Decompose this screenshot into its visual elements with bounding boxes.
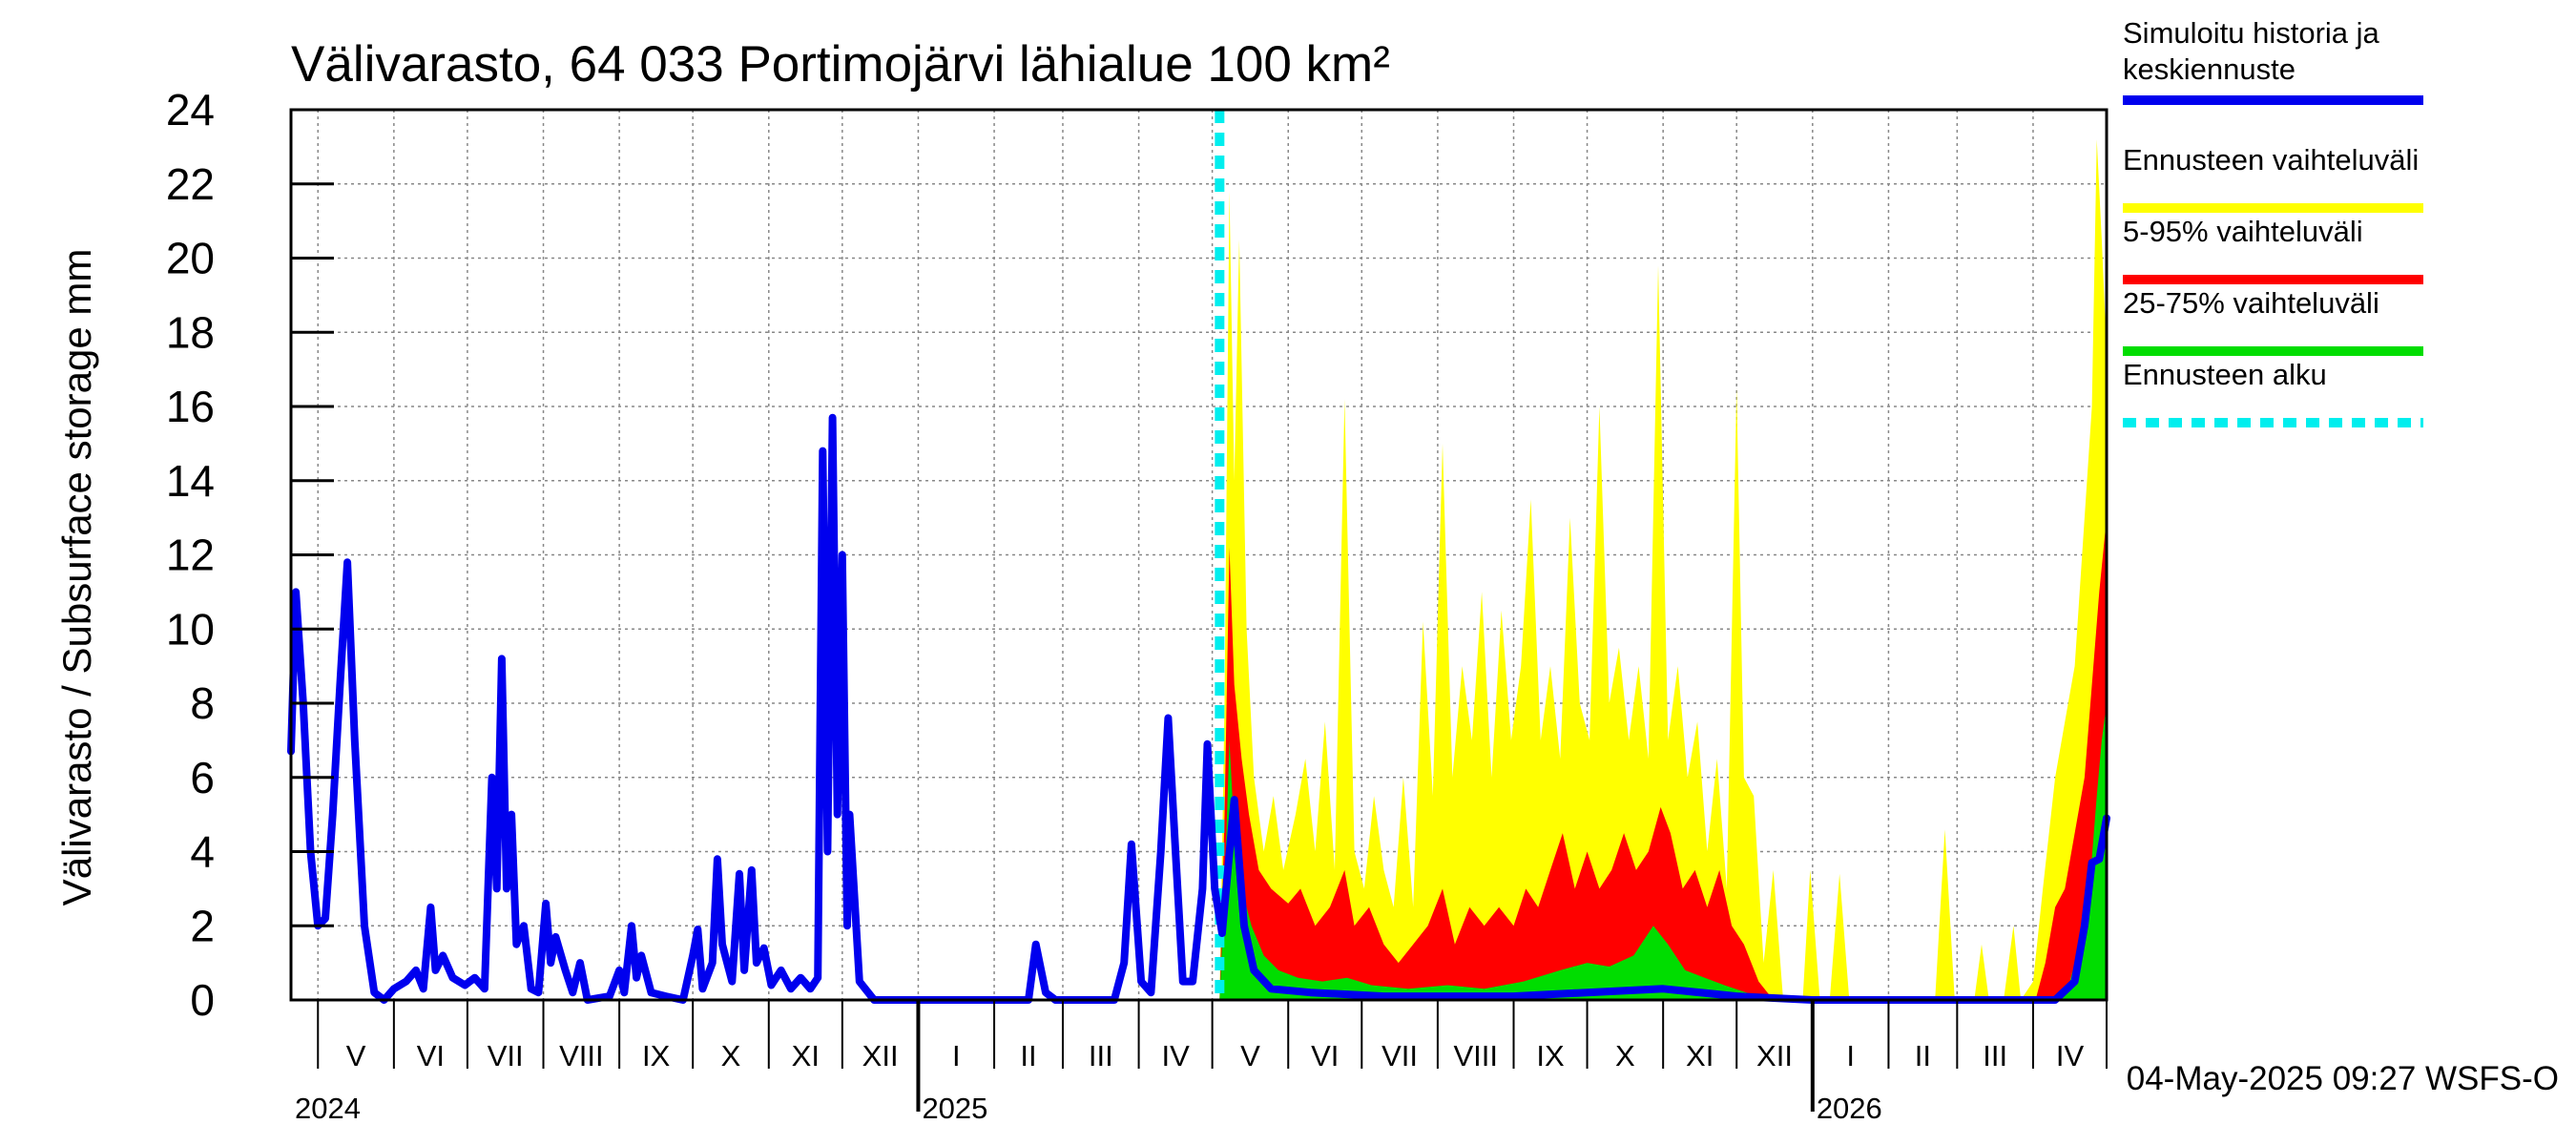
- x-month-label: IX: [642, 1039, 671, 1072]
- x-month-label: IV: [1161, 1039, 1190, 1072]
- x-axis: V VI VII VIII IX X XI XII I II III IV V VI VII VIII IX X X…: [291, 998, 2108, 1125]
- band-ennusteen-vaihteluv-li: [1219, 139, 2107, 1001]
- y-tick-label: 18: [166, 307, 215, 357]
- x-month-label: X: [721, 1039, 741, 1072]
- y-tick-label: 6: [190, 753, 215, 802]
- legend-label: Ennusteen alku: [2123, 358, 2327, 391]
- x-month-label: II: [1020, 1039, 1036, 1072]
- y-tick-label: 10: [166, 604, 215, 654]
- y-tick-label: 24: [166, 85, 215, 135]
- x-month-label: VIII: [559, 1039, 604, 1072]
- x-month-label: VII: [1381, 1039, 1418, 1072]
- band-5-95-vaihteluv-li: [1219, 517, 2107, 1000]
- series-line-simulated: [287, 413, 2110, 1004]
- x-month-label: III: [1983, 1039, 2007, 1072]
- legend-label: 25-75% vaihteluväli: [2123, 286, 2379, 320]
- legend-label: keskiennuste: [2123, 52, 2296, 86]
- y-tick-label: 8: [190, 678, 215, 728]
- y-tick-label: 14: [166, 456, 215, 506]
- band-25-75-vaihteluv-li: [1219, 703, 2107, 1000]
- y-tick-label: 16: [166, 382, 215, 431]
- y-tick-label: 2: [190, 901, 215, 950]
- x-month-label: IX: [1536, 1039, 1565, 1072]
- simulated-series: [287, 413, 2110, 1004]
- x-year-label: 2025: [922, 1092, 987, 1125]
- x-month-label: VIII: [1453, 1039, 1498, 1072]
- legend-label: 5-95% vaihteluväli: [2123, 215, 2363, 248]
- x-month-label: II: [1915, 1039, 1931, 1072]
- legend-label: Ennusteen vaihteluväli: [2123, 143, 2419, 177]
- legend-label: Simuloitu historia ja: [2123, 16, 2380, 50]
- plot-area: [287, 108, 2110, 1004]
- y-tick-label: 22: [166, 159, 215, 209]
- x-month-label: VII: [488, 1039, 524, 1072]
- x-month-label: III: [1089, 1039, 1113, 1072]
- x-month-label: VI: [1311, 1039, 1339, 1072]
- y-tick-label: 12: [166, 531, 215, 580]
- x-month-label: XI: [1686, 1039, 1714, 1072]
- x-month-label: V: [1240, 1039, 1260, 1072]
- y-axis-label: Välivarasto / Subsurface storage mm: [54, 249, 99, 906]
- x-year-label: 2026: [1817, 1092, 1882, 1125]
- chart-title: Välivarasto, 64 033 Portimojärvi lähialu…: [291, 36, 1390, 93]
- x-month-label: IV: [2056, 1039, 2085, 1072]
- forecast-bands: [1219, 139, 2107, 1001]
- y-tick-label: 4: [190, 827, 215, 877]
- y-tick-label: 20: [166, 234, 215, 283]
- footer-timestamp: 04-May-2025 09:27 WSFS-O: [2127, 1060, 2559, 1097]
- x-month-label: XI: [792, 1039, 820, 1072]
- x-month-label: I: [952, 1039, 961, 1072]
- x-month-label: VI: [417, 1039, 445, 1072]
- x-month-label: X: [1615, 1039, 1635, 1072]
- grid-lines: [291, 109, 2107, 1001]
- x-month-label: XII: [1756, 1039, 1793, 1072]
- x-year-label: 2024: [295, 1092, 361, 1125]
- y-tick-label: 0: [190, 975, 215, 1025]
- x-month-label: V: [346, 1039, 366, 1072]
- x-month-label: XII: [862, 1039, 899, 1072]
- x-month-label: I: [1846, 1039, 1855, 1072]
